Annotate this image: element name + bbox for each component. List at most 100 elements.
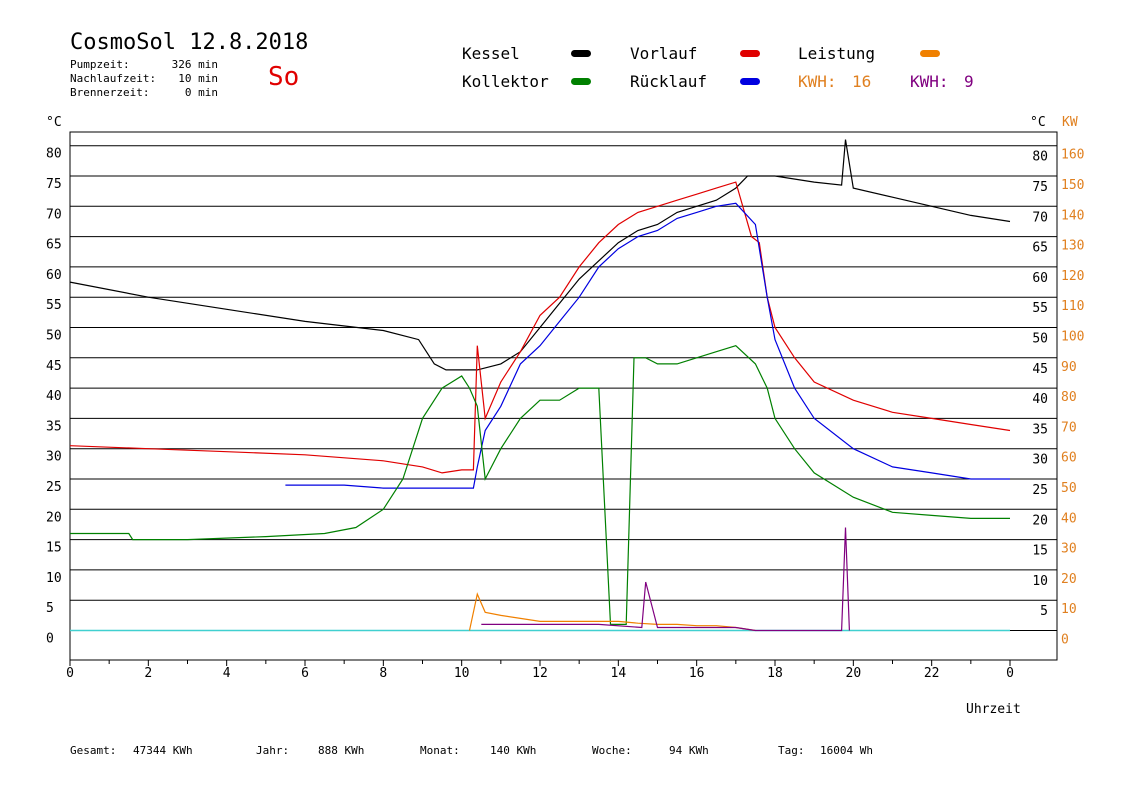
plot-frame <box>69 131 1058 661</box>
x-tick-label: 4 <box>223 666 231 681</box>
x-tick-label: 12 <box>532 666 548 681</box>
y-tick-label-right-temp: 45 <box>1032 362 1048 377</box>
y-tick-label-right-temp: 15 <box>1032 544 1048 559</box>
y-tick-label-left: 10 <box>46 571 62 586</box>
footer-woche-value: 94 KWh <box>669 744 709 757</box>
series-line-leistung <box>468 592 756 632</box>
y-tick-label-right-temp: 80 <box>1032 150 1048 165</box>
y-tick-label-right-kw: 50 <box>1061 481 1077 496</box>
x-tick-label: 0 <box>66 666 74 681</box>
x-tick-label: 16 <box>689 666 705 681</box>
x-tick-label: 0 <box>1006 666 1014 681</box>
legend-leistung-swatch <box>920 50 940 57</box>
x-tick-label: 22 <box>924 666 940 681</box>
y-tick-label-right-temp: 60 <box>1032 271 1048 286</box>
y-tick-label-left: 50 <box>46 329 62 344</box>
stat-label-brennerzeit: Brennerzeit: <box>70 86 150 99</box>
y-tick-label-left: 35 <box>46 419 62 434</box>
footer-woche-label: Woche: <box>592 744 632 757</box>
y-tick-label-right-kw: 40 <box>1061 511 1077 526</box>
y-tick-label-left: 25 <box>46 480 62 495</box>
legend-kollektor-swatch <box>571 78 591 85</box>
y-tick-label-right-temp: 35 <box>1032 422 1048 437</box>
y-tick-label-left: 70 <box>46 207 62 222</box>
weekday-label: So <box>268 62 300 92</box>
y-tick-label-right-temp: 30 <box>1032 453 1048 468</box>
y-tick-label-right-kw: 90 <box>1061 360 1077 375</box>
stat-label-nachlaufzeit: Nachlaufzeit: <box>70 72 157 85</box>
footer-tag-label: Tag: <box>778 744 805 757</box>
y-tick-label-right-temp: 50 <box>1032 332 1048 347</box>
series-lines <box>69 139 1011 632</box>
footer-monat-label: Monat: <box>420 744 460 757</box>
series-line-kollektor <box>70 345 1010 626</box>
y-tick-label-left: 60 <box>46 268 62 283</box>
y-tick-label-right-kw: 140 <box>1061 208 1084 223</box>
legend-kwh-purple-label: KWH: <box>910 72 949 91</box>
right-axis-unit-temp: °C <box>1030 115 1046 130</box>
y-tick-label-right-kw: 150 <box>1061 178 1084 193</box>
footer-gesamt-label: Gesamt: <box>70 744 117 757</box>
y-tick-label-right-kw: 160 <box>1061 148 1084 163</box>
stat-value-pumpzeit: 326 min <box>171 58 218 71</box>
stat-label-pumpzeit: Pumpzeit: <box>70 58 130 71</box>
y-tick-label-right-temp: 75 <box>1032 180 1048 195</box>
y-tick-label-right-kw: 130 <box>1061 239 1084 254</box>
legend-ruecklauf-label: Rücklauf <box>630 72 708 91</box>
y-tick-label-right-kw: 0 <box>1061 633 1069 648</box>
y-axis-right-temp-ticks: 80 75 70 65 60 55 50 45 40 35 30 25 20 15 10 5 <box>1032 150 1048 620</box>
legend-kwh-orange-value: 16 <box>852 72 872 91</box>
y-tick-label-right-temp: 25 <box>1032 483 1048 498</box>
y-tick-label-right-kw: 80 <box>1061 390 1077 405</box>
series-line-kessel <box>69 139 1011 371</box>
legend-leistung-label: Leistung <box>798 44 876 63</box>
y-tick-label-right-kw: 70 <box>1061 420 1077 435</box>
y-tick-label-left: 0 <box>46 632 54 647</box>
footer-monat-value: 140 KWh <box>490 744 537 757</box>
series-line-kwh <box>481 527 850 632</box>
y-tick-label-right-kw: 120 <box>1061 269 1084 284</box>
series-line-vorlauf <box>69 181 1011 474</box>
footer-gesamt-value: 47344 KWh <box>133 744 193 757</box>
y-tick-label-right-temp: 20 <box>1032 513 1048 528</box>
legend-vorlauf-swatch <box>740 50 760 57</box>
y-tick-label-left: 5 <box>46 601 54 616</box>
x-axis-label: Uhrzeit <box>966 702 1021 717</box>
y-tick-label-left: 20 <box>46 510 62 525</box>
x-tick-label: 6 <box>301 666 309 681</box>
legend-vorlauf-label: Vorlauf <box>630 44 698 63</box>
y-tick-label-right-kw: 20 <box>1061 572 1077 587</box>
legend-kessel-swatch <box>571 50 591 57</box>
y-tick-label-left: 30 <box>46 450 62 465</box>
x-tick-label: 2 <box>144 666 152 681</box>
x-axis-ticks: 0 2 4 6 8 10 12 14 16 18 20 22 0 <box>66 660 1014 681</box>
y-tick-label-right-temp: 70 <box>1032 210 1048 225</box>
footer-jahr-value: 888 KWh <box>318 744 365 757</box>
y-tick-label-right-kw: 60 <box>1061 451 1077 466</box>
y-tick-label-right-temp: 65 <box>1032 241 1048 256</box>
x-tick-label: 18 <box>767 666 783 681</box>
y-tick-label-right-temp: 55 <box>1032 301 1048 316</box>
y-tick-label-right-kw: 30 <box>1061 542 1077 557</box>
x-tick-label: 20 <box>846 666 862 681</box>
y-tick-label-right-temp: 10 <box>1032 574 1048 589</box>
series-line-rcklauf <box>285 202 1010 489</box>
x-tick-label: 10 <box>454 666 470 681</box>
x-tick-label: 8 <box>379 666 387 681</box>
legend-kessel-label: Kessel <box>462 44 520 63</box>
legend-kwh-purple-value: 9 <box>964 72 974 91</box>
stat-value-nachlaufzeit: 10 min <box>178 72 218 85</box>
y-tick-label-right-kw: 100 <box>1061 330 1084 345</box>
y-tick-label-left: 15 <box>46 541 62 556</box>
y-tick-label-left: 45 <box>46 359 62 374</box>
legend-ruecklauf-swatch <box>740 78 760 85</box>
y-tick-label-left: 40 <box>46 389 62 404</box>
y-tick-label-left: 80 <box>46 147 62 162</box>
x-tick-label: 14 <box>611 666 627 681</box>
y-tick-label-left: 75 <box>46 177 62 192</box>
y-tick-label-left: 65 <box>46 238 62 253</box>
y-tick-label-right-temp: 40 <box>1032 392 1048 407</box>
right-axis-unit-kw: KW <box>1062 115 1078 130</box>
